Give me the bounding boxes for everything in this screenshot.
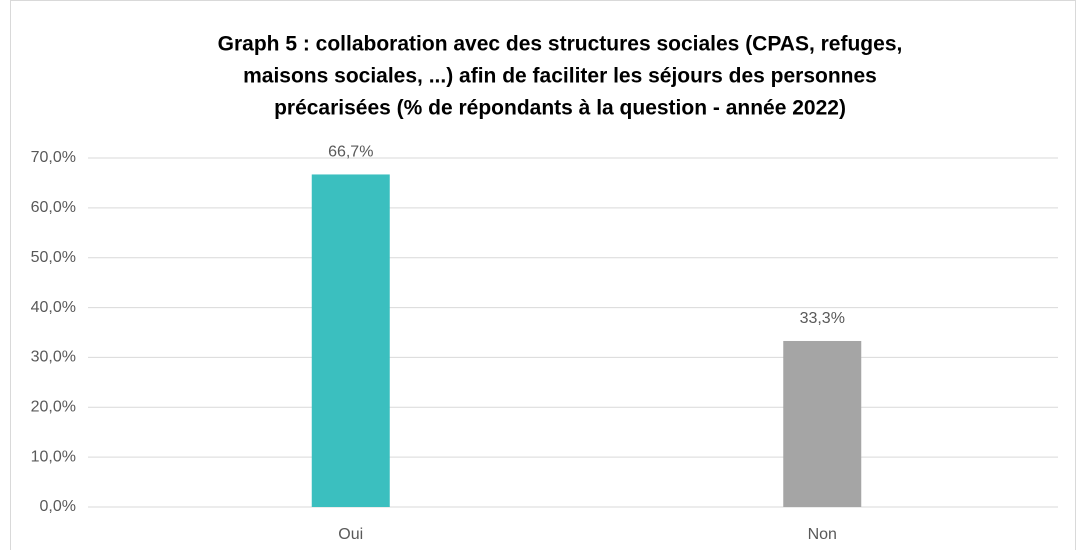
y-tick-label: 20,0% xyxy=(31,399,76,416)
chart-title: maisons sociales, ...) afin de faciliter… xyxy=(243,65,877,88)
x-tick-label: Non xyxy=(808,526,837,543)
y-tick-label: 40,0% xyxy=(31,299,76,316)
y-tick-label: 70,0% xyxy=(31,149,76,166)
x-tick-label: Oui xyxy=(338,526,363,543)
bar xyxy=(783,340,862,507)
y-tick-label: 0,0% xyxy=(40,498,76,515)
chart-frame xyxy=(10,0,1076,550)
data-label: 66,7% xyxy=(328,144,373,161)
y-tick-label: 60,0% xyxy=(31,199,76,216)
y-tick-label: 10,0% xyxy=(31,448,76,465)
chart-title: précarisées (% de répondants à la questi… xyxy=(274,97,846,120)
y-tick-label: 50,0% xyxy=(31,249,76,266)
bar xyxy=(311,174,390,507)
data-label: 33,3% xyxy=(800,310,845,327)
chart-title: Graph 5 : collaboration avec des structu… xyxy=(218,33,903,56)
y-tick-label: 30,0% xyxy=(31,349,76,366)
